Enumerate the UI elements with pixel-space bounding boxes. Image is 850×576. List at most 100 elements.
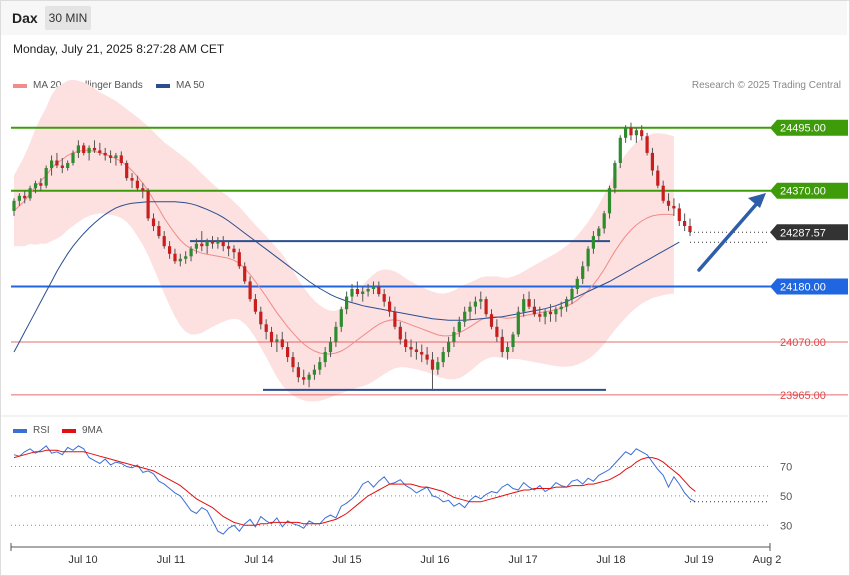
candle-body	[23, 195, 27, 199]
candle-body	[259, 311, 263, 325]
candle-body	[189, 248, 193, 257]
candle-body	[607, 188, 612, 214]
candle-body	[570, 289, 574, 300]
top-bar	[1, 1, 847, 35]
candle-body	[613, 163, 617, 189]
candle-body	[312, 369, 316, 375]
candle-body	[200, 243, 204, 247]
candle-body	[624, 127, 628, 138]
candle-body	[420, 352, 424, 355]
candle-body	[71, 152, 75, 163]
level-tag-0-box	[770, 119, 848, 136]
candle-body	[565, 299, 569, 307]
candle-body	[532, 306, 536, 315]
x-tick-label: Jul 10	[68, 554, 97, 566]
candle-body	[28, 188, 32, 199]
candle-body	[661, 185, 665, 201]
instrument-title: Dax	[12, 10, 38, 26]
candle-body	[173, 253, 177, 262]
rsi-ma-line	[13, 449, 696, 526]
candle-body	[495, 326, 499, 337]
level-tag-2-label: 24180.00	[780, 282, 826, 294]
candle-body	[640, 130, 644, 137]
candle-body	[527, 299, 531, 307]
candle-body	[688, 226, 692, 232]
candle-body	[334, 326, 338, 342]
candle-body	[55, 160, 59, 166]
candle-body	[146, 190, 150, 219]
candle-body	[345, 296, 349, 310]
candle-body	[559, 306, 563, 310]
candle-body	[162, 236, 166, 247]
candle-body	[516, 311, 520, 335]
candle-body	[355, 289, 359, 294]
candle-body	[184, 256, 188, 259]
candle-body	[404, 339, 408, 347]
candle-body	[227, 246, 231, 249]
candle-body	[366, 289, 370, 292]
candle-body	[388, 301, 392, 312]
candle-body	[221, 241, 225, 247]
candle-body	[135, 180, 139, 189]
candle-body	[66, 163, 70, 168]
candle-body	[602, 213, 606, 229]
candle-body	[650, 152, 654, 171]
rsi-tick-label: 50	[780, 491, 792, 503]
candle-body	[328, 342, 333, 353]
candle-body	[248, 281, 252, 300]
candle-body	[350, 289, 354, 297]
candle-body	[645, 136, 649, 153]
candle-body	[103, 152, 107, 156]
rsi-ma-legend-label: 9MA	[82, 425, 103, 436]
candle-body	[629, 127, 633, 136]
candle-body	[92, 147, 97, 151]
candle-body	[436, 362, 440, 370]
timeframe-button[interactable]: 30 MIN	[45, 6, 91, 30]
candle-body	[232, 248, 236, 253]
candle-body	[157, 226, 161, 237]
candle-body	[216, 241, 220, 244]
candle-body	[500, 336, 504, 352]
candle-body	[484, 299, 488, 315]
rsi-swatch	[13, 428, 27, 433]
trend-arrow-head	[748, 193, 766, 208]
candle-body	[597, 228, 601, 237]
candle-body	[339, 309, 343, 327]
candle-body	[141, 188, 145, 191]
candle-body	[253, 299, 257, 312]
datetime-label: Monday, July 21, 2025 8:27:28 AM CET	[13, 42, 225, 56]
level-tag-1-box	[770, 182, 848, 199]
candle-body	[656, 170, 660, 186]
candle-body	[87, 147, 91, 153]
level-tag-3-label: 24070.00	[780, 337, 826, 349]
bollinger-band	[14, 79, 674, 402]
candle-body	[548, 311, 553, 315]
candle-body	[511, 334, 515, 347]
candle-body	[634, 130, 638, 136]
candle-body	[683, 221, 687, 226]
candle-body	[210, 241, 215, 244]
candle-body	[82, 145, 86, 153]
candle-body	[575, 278, 579, 289]
level-tag-2-box	[770, 278, 848, 295]
candle-body	[205, 241, 209, 247]
ma20-line	[13, 149, 674, 355]
candle-body	[538, 314, 542, 317]
candle-body	[44, 168, 48, 186]
candle-body	[371, 286, 376, 289]
legend-rsi: RSI	[13, 425, 50, 436]
candle-body	[425, 354, 429, 360]
candle-body	[382, 294, 386, 302]
candle-body	[554, 309, 558, 315]
rsi-line	[13, 445, 696, 535]
candle-body	[307, 374, 311, 380]
candle-body	[586, 248, 590, 267]
candle-body	[473, 301, 477, 307]
candle-body	[296, 367, 300, 378]
x-tick-label: Jul 17	[508, 554, 537, 566]
ma50-legend-label: MA 50	[176, 80, 205, 91]
candle-body	[489, 314, 494, 327]
candle-body	[543, 311, 547, 317]
candle-body	[414, 349, 418, 352]
candle-body	[506, 347, 510, 352]
